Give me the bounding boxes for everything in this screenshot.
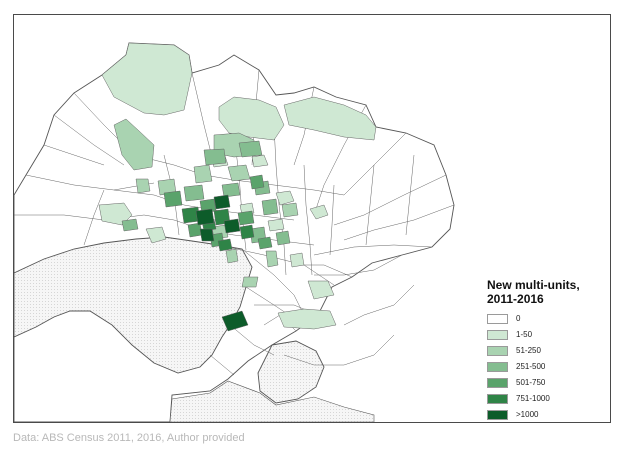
suburb-over-1000 <box>199 228 215 242</box>
legend-swatch <box>487 393 508 404</box>
legend-swatch <box>487 377 508 388</box>
suburb-251-500 <box>183 184 205 202</box>
suburb-251-500 <box>238 140 263 158</box>
legend-label: >1000 <box>516 410 539 419</box>
suburb-501-750 <box>257 236 273 250</box>
port-phillip-bay <box>14 236 253 374</box>
suburb-1-50 <box>101 42 193 116</box>
legend-items: 0 1-50 51-250 251-500 501-750 751-1000 >1000 <box>487 312 610 421</box>
legend-label: 251-500 <box>516 362 546 371</box>
suburb-1-50 <box>218 96 285 141</box>
suburb-51-250 <box>135 178 151 194</box>
suburb-51-250 <box>227 164 251 182</box>
suburb-polygons <box>98 42 377 332</box>
suburb-over-1000 <box>221 310 249 332</box>
suburb-251-500 <box>203 148 227 166</box>
legend-label: 51-250 <box>516 346 541 355</box>
source-caption: Data: ABS Census 2011, 2016, Author prov… <box>13 432 245 444</box>
suburb-51-250 <box>113 118 155 171</box>
suburb-1-50 <box>145 226 167 244</box>
suburb-501-750 <box>163 190 183 208</box>
suburb-1-50 <box>307 280 335 300</box>
suburb-1-50 <box>251 154 269 168</box>
legend-swatch <box>487 361 508 372</box>
legend-label: 0 <box>516 314 521 323</box>
suburb-251-500 <box>275 230 291 246</box>
suburb-501-750 <box>187 222 203 238</box>
legend-label: 501-750 <box>516 378 546 387</box>
suburb-751-1000 <box>239 224 255 240</box>
suburb-501-750 <box>237 210 255 226</box>
legend-item: >1000 <box>487 408 610 421</box>
suburb-over-1000 <box>223 218 241 234</box>
suburb-1-50 <box>98 202 133 226</box>
suburb-51-250 <box>193 164 213 184</box>
suburb-boundaries <box>14 69 455 376</box>
legend-item: 501-750 <box>487 376 610 389</box>
legend-item: 251-500 <box>487 360 610 373</box>
melbourne-map <box>14 42 455 422</box>
legend-swatch <box>487 409 508 420</box>
suburb-51-250 <box>241 276 259 288</box>
suburb-251-500 <box>121 218 139 232</box>
suburb-251-500 <box>221 182 241 198</box>
map-frame: New multi-units, 2011-2016 0 1-50 51-250 25… <box>13 14 611 423</box>
legend-item: 0 <box>487 312 610 325</box>
suburb-1-50 <box>309 204 329 220</box>
suburb-1-50 <box>289 252 305 268</box>
suburb-1-50 <box>283 96 377 141</box>
suburb-51-250 <box>281 202 299 218</box>
map-legend: New multi-units, 2011-2016 0 1-50 51-250 25… <box>487 278 610 422</box>
legend-label: 1-50 <box>516 330 533 339</box>
legend-item: 1-50 <box>487 328 610 341</box>
legend-label: 751-1000 <box>516 394 550 403</box>
western-port <box>257 340 325 404</box>
suburb-751-1000 <box>217 238 233 252</box>
bass-strait <box>169 380 375 422</box>
suburb-501-750 <box>249 174 265 190</box>
legend-swatch <box>487 329 508 340</box>
suburb-1-50 <box>267 218 285 232</box>
legend-swatch <box>487 345 508 356</box>
legend-item: 751-1000 <box>487 392 610 405</box>
legend-item: 51-250 <box>487 344 610 357</box>
suburb-1-50 <box>275 190 295 206</box>
suburb-over-1000 <box>195 208 215 226</box>
legend-swatch <box>487 313 508 324</box>
legend-title: New multi-units, 2011-2016 <box>487 278 580 306</box>
suburb-over-1000 <box>213 194 231 210</box>
suburb-51-250 <box>265 250 279 268</box>
suburb-1-50 <box>277 308 337 330</box>
suburb-251-500 <box>261 198 279 216</box>
suburb-51-250 <box>225 248 239 264</box>
